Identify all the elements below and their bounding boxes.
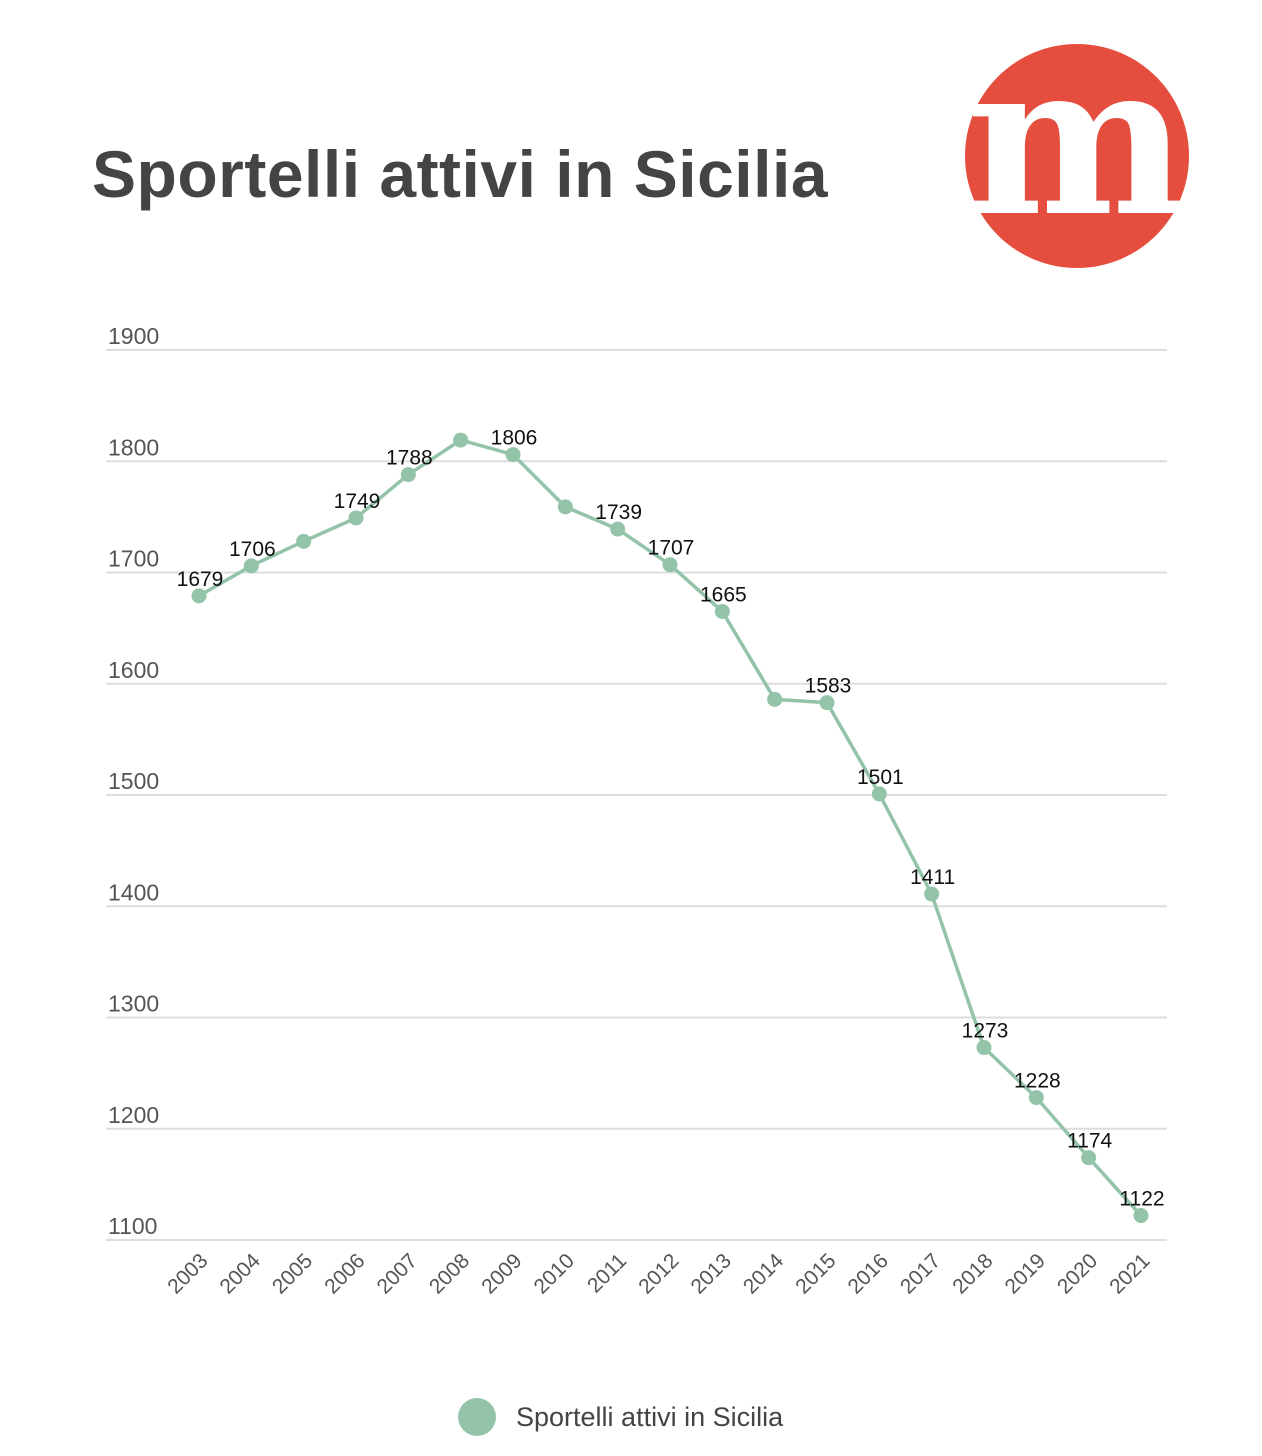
data-label: 1706: [229, 538, 276, 561]
data-point: [1081, 1150, 1097, 1166]
y-tick-label: 1700: [108, 546, 159, 572]
series-points: [191, 432, 1149, 1224]
data-label: 1749: [334, 490, 381, 513]
y-tick-label: 1100: [108, 1213, 157, 1239]
x-tick-label: 2016: [844, 1249, 893, 1298]
x-tick-label: 2009: [477, 1249, 526, 1298]
x-tick-label: 2010: [530, 1249, 579, 1298]
data-point: [557, 499, 573, 515]
data-label: 1273: [962, 1020, 1009, 1043]
x-tick-label: 2003: [163, 1249, 212, 1298]
data-label: 1679: [177, 568, 224, 591]
line-chart: 1100 1200 1300 1400 1500 1600 1700 1800 1900 200…: [106, 323, 1167, 1299]
data-point: [191, 588, 207, 604]
y-tick-label: 1800: [108, 434, 159, 460]
data-label: 1411: [910, 866, 955, 889]
x-tick-label: 2006: [320, 1249, 369, 1298]
data-label: 1788: [386, 447, 433, 470]
data-point: [610, 521, 626, 537]
logo-letter: m: [966, 43, 1188, 263]
legend: Sportelli attivi in Sicilia: [458, 1398, 783, 1436]
x-tick-label: 2005: [268, 1249, 317, 1298]
x-tick-label: 2015: [791, 1249, 840, 1298]
y-tick-label: 1200: [108, 1102, 159, 1128]
data-point: [505, 447, 521, 463]
data-label: 1665: [700, 583, 747, 606]
data-point: [767, 691, 783, 707]
x-axis-ticks: 2003 2004 2005 2006 2007 2008 2009 2010 2011 2012…: [163, 1249, 1154, 1299]
y-tick-label: 1600: [108, 657, 159, 683]
data-point: [243, 558, 259, 574]
x-tick-label: 2012: [634, 1249, 683, 1298]
x-tick-label: 2004: [216, 1249, 266, 1299]
x-tick-label: 2013: [687, 1249, 736, 1298]
y-tick-label: 1300: [108, 991, 159, 1017]
data-point: [924, 886, 940, 902]
x-tick-label: 2017: [896, 1249, 945, 1298]
legend-swatch: [458, 1398, 496, 1436]
data-label: 1174: [1067, 1130, 1112, 1153]
x-tick-label: 2011: [583, 1249, 631, 1297]
y-tick-label: 1500: [108, 768, 159, 794]
data-label: 1228: [1014, 1070, 1061, 1093]
data-point: [348, 510, 364, 526]
y-axis-ticks: 1100 1200 1300 1400 1500 1600 1700 1800 1900: [108, 323, 159, 1239]
data-label: 1806: [491, 427, 538, 450]
data-point: [819, 695, 835, 711]
data-point: [453, 432, 469, 448]
x-tick-label: 2014: [739, 1249, 789, 1299]
data-point: [871, 786, 887, 802]
x-tick-label: 2021: [1105, 1249, 1154, 1298]
x-tick-label: 2020: [1053, 1249, 1102, 1298]
data-point: [976, 1040, 992, 1056]
data-point: [1028, 1090, 1044, 1106]
data-point: [714, 603, 730, 619]
data-label: 1122: [1119, 1188, 1164, 1211]
data-point: [1133, 1208, 1149, 1224]
data-label: 1501: [857, 766, 904, 789]
chart-title: Sportelli attivi in Sicilia: [92, 137, 829, 211]
x-tick-label: 2008: [425, 1249, 474, 1298]
legend-label: Sportelli attivi in Sicilia: [516, 1401, 784, 1432]
y-tick-label: 1400: [108, 879, 159, 905]
data-point: [662, 557, 678, 573]
data-point: [400, 467, 416, 483]
data-label: 1583: [805, 675, 852, 698]
x-tick-label: 2007: [373, 1249, 422, 1298]
logo: m: [965, 43, 1189, 268]
x-tick-label: 2019: [1001, 1249, 1050, 1298]
data-point: [296, 533, 312, 549]
data-label: 1739: [595, 501, 642, 524]
logo-circle: [965, 44, 1189, 268]
gridlines: [106, 349, 1167, 1241]
data-label: 1707: [648, 537, 695, 560]
x-tick-label: 2018: [948, 1249, 997, 1298]
y-tick-label: 1900: [108, 323, 159, 349]
